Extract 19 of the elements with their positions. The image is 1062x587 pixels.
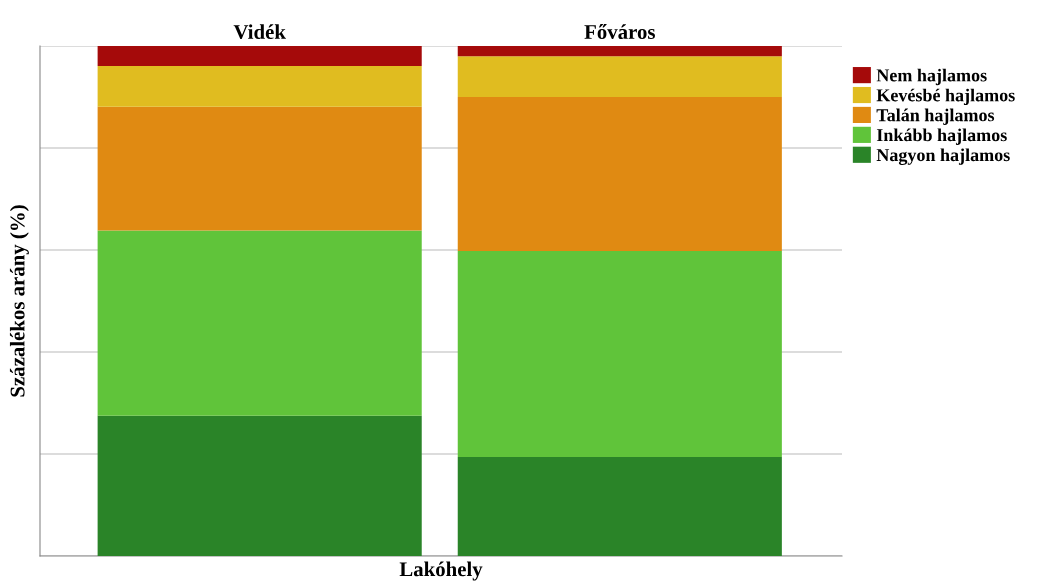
legend-label: Kevésbé hajlamos [876,88,1015,106]
x-tick-label: Vidék [233,24,286,40]
bar [457,251,782,458]
bar [457,46,782,57]
legend-label: Inkább hajlamos [876,128,1007,145]
bar [457,457,782,556]
legend-label: Nagyon hajlamos [876,148,1010,165]
x-tick-label: Főváros [584,24,655,39]
legend-label: Nem hajlamos [876,68,987,86]
bar [97,65,422,107]
bar [97,106,422,231]
legend-label: Talán hajlamos [876,108,995,125]
bar [97,230,422,416]
bar [457,97,782,252]
bar [97,46,422,66]
x-axis-title: Lakóhely [399,561,483,581]
y-axis-title: Százalékos arány (%) [9,205,29,397]
bar [457,56,782,97]
bar [97,415,422,556]
